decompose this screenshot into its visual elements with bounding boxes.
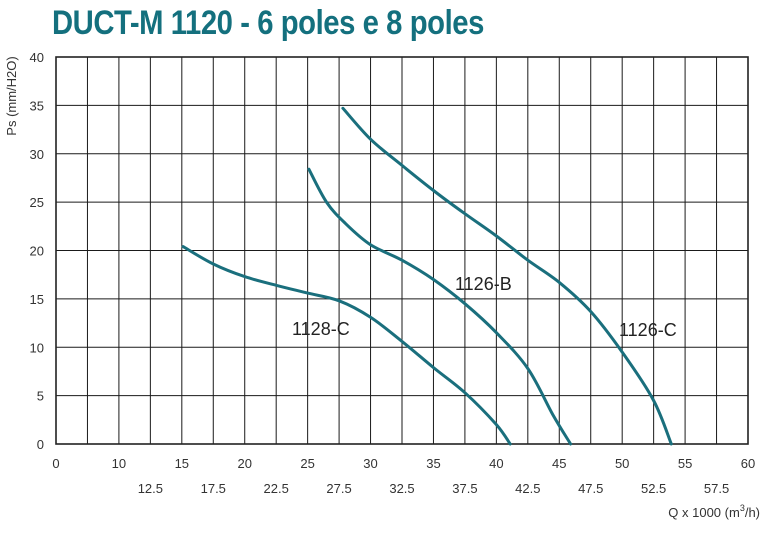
x-tick-label: 50 <box>615 456 629 471</box>
x-tick-label: 30 <box>363 456 377 471</box>
series-label-1126-c: 1126-C <box>619 320 677 340</box>
y-tick-label: 0 <box>37 437 44 452</box>
x-tick-label: 20 <box>237 456 251 471</box>
y-tick-label: 30 <box>30 147 44 162</box>
x-axis-label: Q x 1000 (m3/h) <box>668 503 760 520</box>
y-tick-label: 40 <box>30 50 44 65</box>
x-tick-label: 45 <box>552 456 566 471</box>
x-tick-label: 55 <box>678 456 692 471</box>
y-tick-label: 10 <box>30 340 44 355</box>
x-tick-label: 10 <box>112 456 126 471</box>
y-tick-label: 25 <box>30 195 44 210</box>
y-tick-label: 5 <box>37 389 44 404</box>
y-axis-label: Ps (mm/H2O) <box>4 56 19 135</box>
x-tick-label: 40 <box>489 456 503 471</box>
x-tick-label-minor: 22.5 <box>264 481 289 496</box>
x-tick-labels: 0 10 15 20 25 30 35 40 45 50 55 60 12.5 17.5 22.5 27.5 3… <box>52 456 755 496</box>
x-tick-label: 0 <box>52 456 59 471</box>
x-tick-label-minor: 57.5 <box>704 481 729 496</box>
x-tick-label-minor: 17.5 <box>201 481 226 496</box>
x-tick-label: 15 <box>175 456 189 471</box>
x-tick-label: 60 <box>741 456 755 471</box>
x-axis-label-prefix: Q x 1000 (m <box>668 505 740 520</box>
series-label-1128-c: 1128-C <box>292 319 350 339</box>
x-tick-label: 35 <box>426 456 440 471</box>
x-tick-label-minor: 52.5 <box>641 481 666 496</box>
plot-frame <box>55 56 749 445</box>
series-line-1126-b <box>307 167 573 446</box>
x-tick-label-minor: 27.5 <box>326 481 351 496</box>
x-axis-label-sup: 3 <box>740 503 745 513</box>
x-axis-label-suffix: /h) <box>745 505 760 520</box>
y-tick-label: 15 <box>30 292 44 307</box>
x-tick-label-minor: 37.5 <box>452 481 477 496</box>
x-tick-label-minor: 47.5 <box>578 481 603 496</box>
series-line-1126-c <box>341 106 673 446</box>
series-lines <box>181 106 673 446</box>
x-tick-label-minor: 32.5 <box>389 481 414 496</box>
series-labels: 1128-C 1126-B 1126-C <box>292 274 677 340</box>
y-tick-labels: 0 5 10 15 20 25 30 35 40 <box>30 50 44 452</box>
x-tick-label-minor: 12.5 <box>138 481 163 496</box>
grid <box>55 56 749 445</box>
x-tick-label-minor: 42.5 <box>515 481 540 496</box>
y-tick-label: 20 <box>30 244 44 259</box>
x-tick-label: 25 <box>300 456 314 471</box>
y-tick-label: 35 <box>30 98 44 113</box>
series-line-1128-c <box>181 245 512 446</box>
chart-title: DUCT-M 1120 - 6 poles e 8 poles <box>52 4 484 42</box>
series-label-1126-b: 1126-B <box>455 274 512 294</box>
